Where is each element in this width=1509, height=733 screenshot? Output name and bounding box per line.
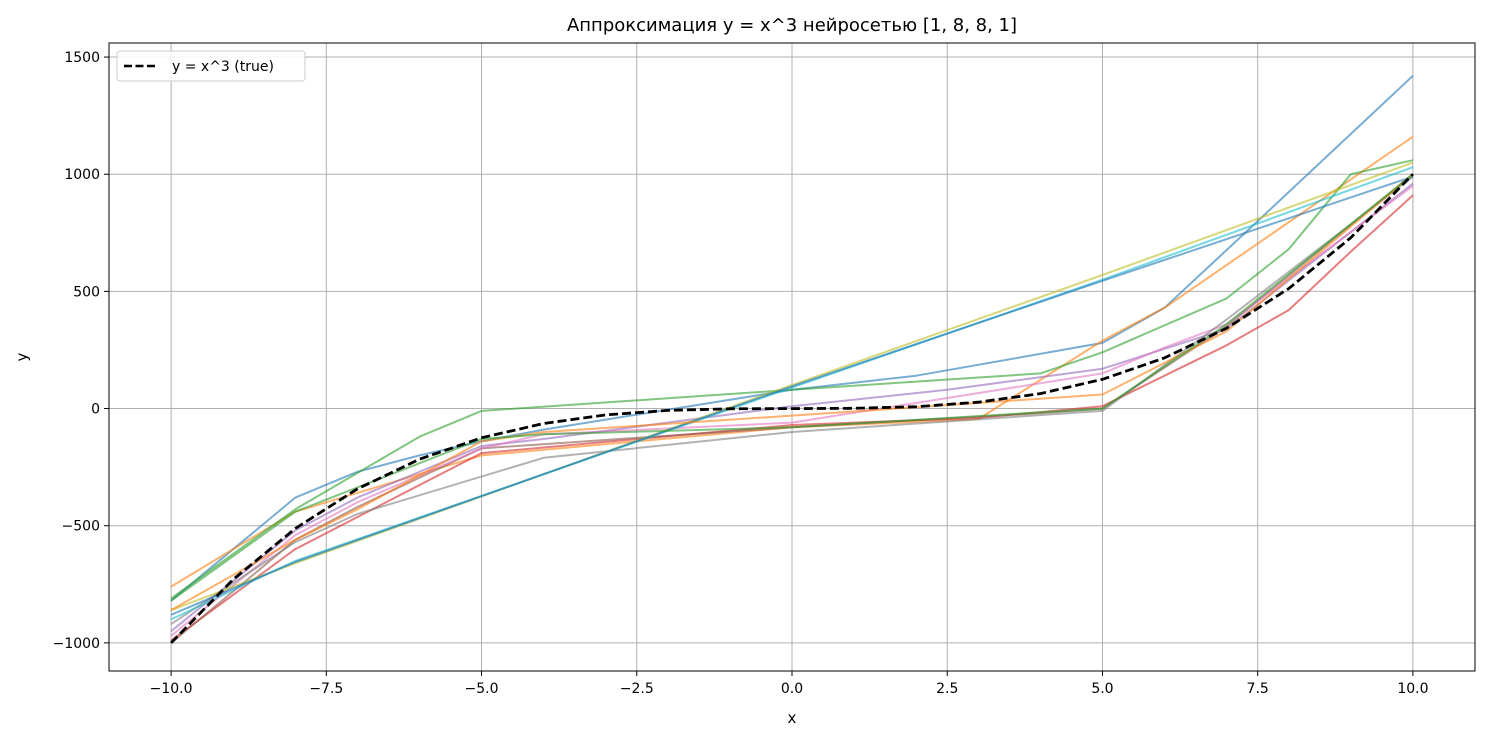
- x-tick-label: −7.5: [309, 681, 343, 697]
- x-axis-label: x: [788, 709, 797, 727]
- y-tick-label: 1500: [64, 50, 100, 66]
- x-axis: −10.0 −7.5 −5.0 −2.5 0.0 2.5 5.0 7.5 10.0: [150, 671, 1428, 697]
- approx-series-line-8: [170, 175, 1414, 625]
- approx-series-line-13: [170, 173, 1414, 602]
- y-axis: −1000 −500 0 500 1000 1500: [53, 50, 109, 652]
- approx-series-line-7: [170, 185, 1414, 637]
- series-layer: [170, 75, 1414, 644]
- approx-series-line-11: [170, 175, 1414, 616]
- approx-series-line-3: [170, 159, 1414, 600]
- approx-series-line-2: [170, 135, 1414, 588]
- x-tick-label: −5.0: [465, 681, 499, 697]
- chart-title: Аппроксимация y = x^3 нейросетью [1, 8, …: [567, 15, 1017, 36]
- legend-box: [116, 50, 306, 82]
- y-tick-label: 500: [73, 284, 100, 300]
- y-tick-label: 1000: [64, 167, 100, 183]
- x-tick-label: 5.0: [1091, 681, 1113, 697]
- legend-label-true: y = x^3 (true): [172, 59, 274, 75]
- legend: y = x^3 (true): [116, 50, 306, 82]
- y-tick-label: −500: [62, 519, 100, 535]
- y-tick-label: −1000: [53, 636, 100, 652]
- x-tick-label: 7.5: [1247, 681, 1269, 697]
- approx-series-line-4: [170, 194, 1414, 642]
- grid: [109, 43, 1475, 671]
- x-tick-label: 10.0: [1397, 681, 1428, 697]
- true-series-line: [170, 173, 1414, 644]
- x-tick-label: −10.0: [150, 681, 193, 697]
- approx-series-line-5: [170, 182, 1414, 632]
- y-axis-label: y: [13, 352, 31, 361]
- x-tick-label: −2.5: [620, 681, 654, 697]
- y-tick-label: 0: [91, 402, 100, 418]
- x-tick-label: 2.5: [936, 681, 958, 697]
- x-tick-label: 0.0: [781, 681, 803, 697]
